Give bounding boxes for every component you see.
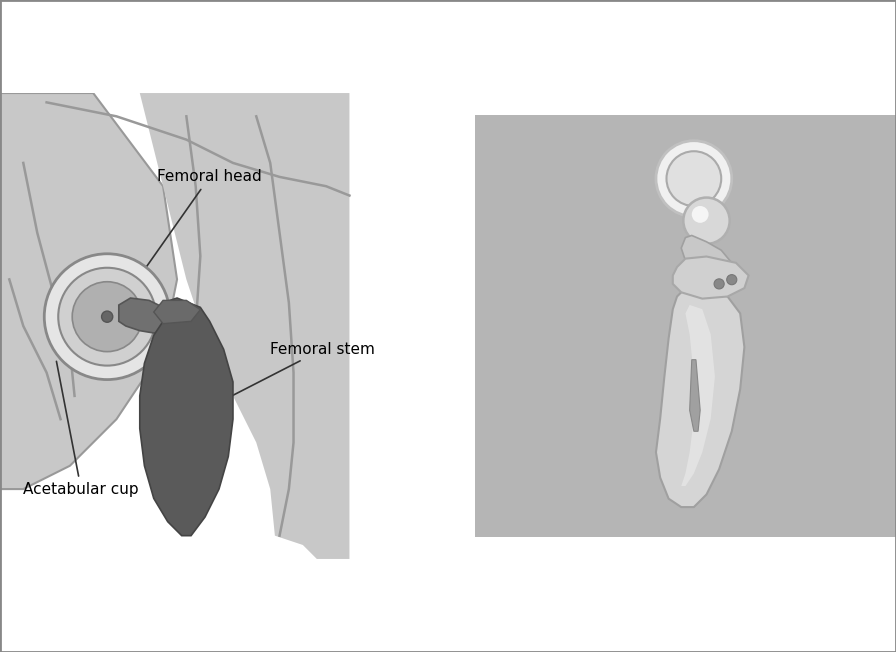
Circle shape: [101, 311, 113, 322]
Text: Femoral stem: Femoral stem: [189, 342, 375, 418]
Polygon shape: [681, 235, 732, 278]
Circle shape: [58, 268, 156, 366]
Text: Acetabular cup: Acetabular cup: [23, 361, 139, 497]
Circle shape: [692, 206, 709, 223]
Polygon shape: [0, 93, 177, 489]
Polygon shape: [681, 305, 715, 486]
Polygon shape: [140, 298, 233, 536]
Circle shape: [667, 151, 721, 206]
Circle shape: [727, 274, 737, 285]
Circle shape: [656, 141, 732, 216]
Circle shape: [714, 279, 724, 289]
Polygon shape: [140, 93, 349, 559]
Text: Femoral head: Femoral head: [123, 170, 262, 301]
Circle shape: [44, 254, 170, 379]
Circle shape: [73, 282, 142, 351]
Circle shape: [684, 198, 729, 244]
Polygon shape: [154, 301, 201, 323]
Polygon shape: [690, 360, 700, 431]
Polygon shape: [673, 256, 749, 299]
Polygon shape: [656, 288, 745, 507]
Polygon shape: [119, 298, 172, 333]
